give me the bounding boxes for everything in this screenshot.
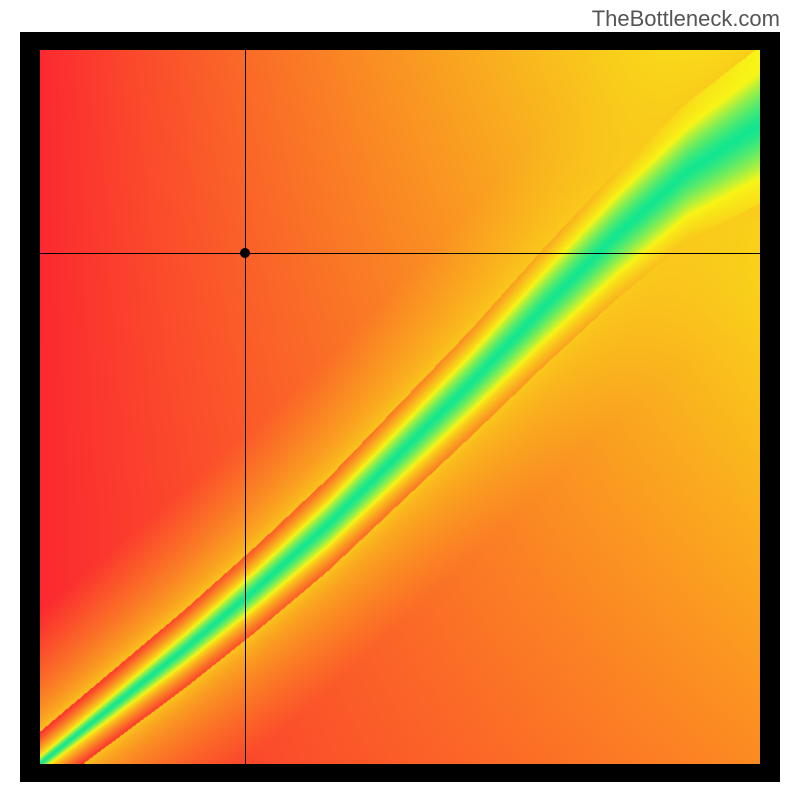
watermark-text: TheBottleneck.com — [592, 6, 780, 32]
heatmap-canvas — [40, 50, 760, 764]
heatmap-chart — [20, 32, 780, 782]
crosshair-vertical — [245, 50, 246, 764]
crosshair-horizontal — [40, 253, 760, 254]
